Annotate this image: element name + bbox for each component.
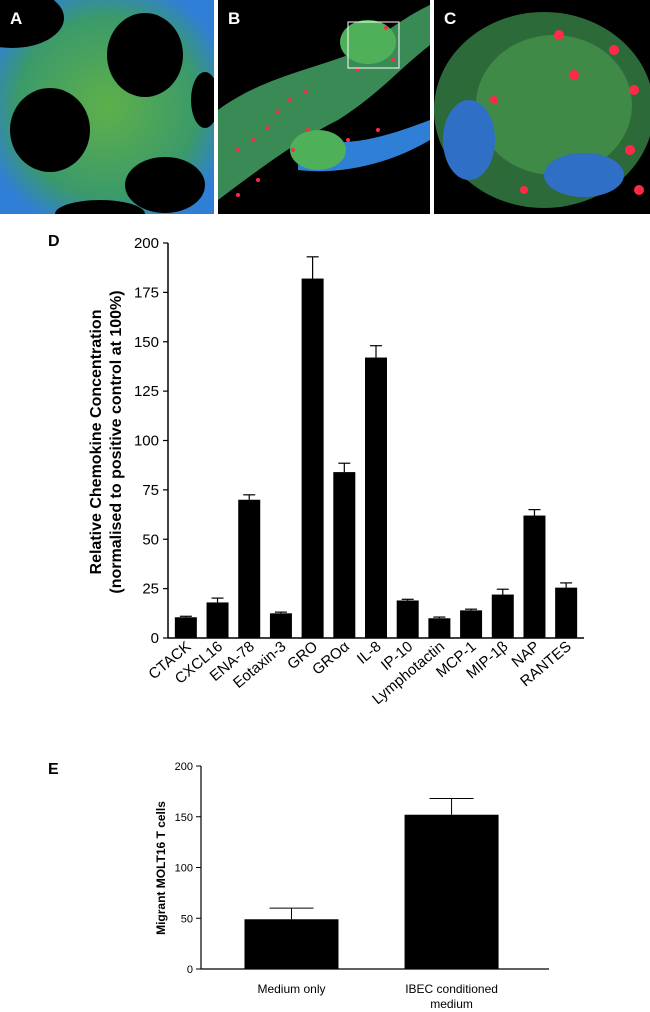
chart-d-bar	[491, 594, 514, 638]
chart-e-category-label: IBEC conditioned	[405, 982, 498, 996]
chart-d-ylabel-line2: (normalised to positive control at 100%)	[108, 290, 125, 593]
chart-d-bar	[396, 600, 419, 638]
panel-label-c: C	[444, 9, 457, 28]
chart-d-ytick-label: 125	[134, 383, 159, 400]
chart-d-ylabel-line1: Relative Chemokine Concentration	[88, 310, 105, 575]
micrograph-panel-c: C	[434, 0, 650, 214]
chart-d-ytick-label: 0	[151, 630, 159, 647]
chart-d-ytick-label: 100	[134, 433, 159, 450]
chart-e-category-label: Medium only	[257, 982, 325, 996]
chart-d-bar	[333, 472, 356, 638]
micrograph-image-b	[218, 0, 430, 214]
panel-label-b: B	[228, 9, 241, 28]
chart-e: E 0 50 100 150 200 Medium only IBEC condition…	[48, 761, 549, 1011]
chart-e-ytick-label: 100	[175, 863, 193, 875]
chart-d-bar	[174, 617, 197, 638]
chart-e-ylabel: Migrant MOLT16 T cells	[154, 801, 168, 935]
chart-d-bar	[238, 499, 261, 638]
chart-d-bar	[269, 613, 292, 638]
chart-d-ytick-label: 50	[142, 531, 159, 548]
chart-e-bar	[244, 919, 339, 969]
chart-d-bar	[555, 587, 578, 638]
chart-d-bar	[301, 278, 324, 638]
chart-e-bar	[404, 814, 499, 969]
panel-label-a: A	[10, 9, 23, 28]
chart-d-ytick-label: 150	[134, 334, 159, 351]
chart-d-bar	[365, 357, 387, 638]
chart-d-bar	[460, 610, 483, 638]
micrograph-image-c	[434, 0, 650, 214]
chart-d-bar	[206, 602, 229, 638]
chart-e-category-label: medium	[430, 997, 473, 1011]
chart-e-ytick-label: 200	[175, 761, 193, 773]
chart-e-ytick-label: 50	[181, 913, 193, 925]
panel-label-d: D	[48, 233, 60, 250]
panel-label-e: E	[48, 761, 59, 778]
chart-d-ytick-label: 175	[134, 284, 159, 301]
chart-e-ytick-label: 150	[175, 812, 193, 824]
chart-d-ytick-label: 25	[142, 581, 159, 598]
chart-d-ytick-label: 75	[142, 482, 159, 499]
chart-d-ytick-label: 200	[134, 235, 159, 252]
chart-d-bar	[428, 618, 451, 638]
micrograph-panel-b: B	[218, 0, 430, 214]
chart-e-ytick-label: 0	[187, 964, 193, 976]
chart-d-category-label: GROα	[309, 638, 353, 679]
micrograph-panel-a: A	[0, 0, 214, 214]
micrograph-image-a	[0, 0, 214, 214]
chart-d-bar	[523, 515, 546, 638]
